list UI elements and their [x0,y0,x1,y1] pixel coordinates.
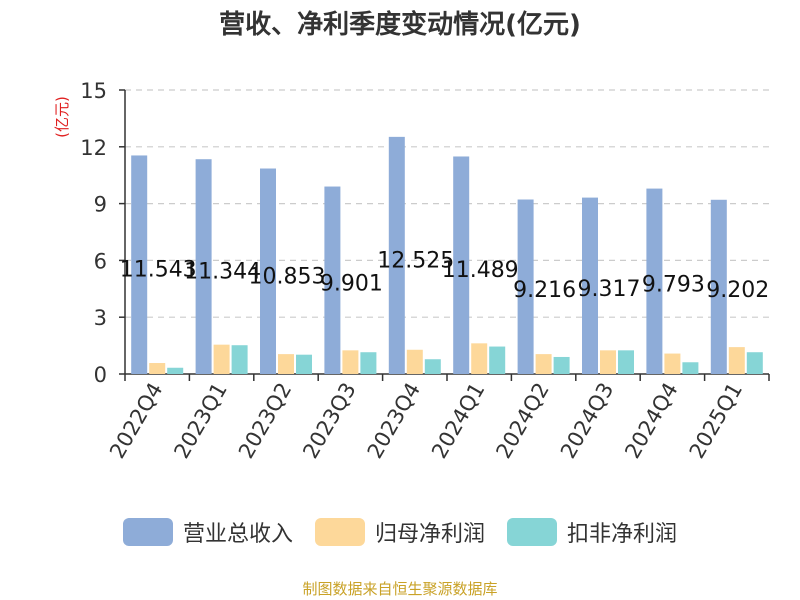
source-note: 制图数据来自恒生聚源数据库 [302,580,498,598]
x-tick-label: 2023Q3 [298,379,360,463]
legend-item-net-profit[interactable]: 归母净利润 [314,516,485,548]
data-label: 11.543 [120,258,197,283]
x-tick-label: 2023Q1 [169,379,231,463]
bar-revenue [582,197,598,374]
bar-net-profit [471,343,488,374]
y-tick-label: 6 [94,249,107,273]
bar-revenue [260,168,276,374]
bar-revenue [195,159,212,374]
legend-item-revenue[interactable]: 营业总收入 [122,516,293,548]
y-tick-label: 9 [94,193,107,217]
x-tick-label: 2024Q2 [491,379,553,463]
x-tick-label: 2024Q4 [620,379,682,463]
legend-label-revenue: 营业总收入 [182,522,293,547]
bar-net-profit [535,354,552,374]
bar-net-profit [342,350,359,374]
data-label: 9.216 [513,278,576,303]
data-label: 11.489 [442,258,519,283]
y-tick-label: 12 [80,136,107,160]
bar-revenue [646,188,663,374]
legend-swatch-revenue [122,518,173,546]
legend-swatch-net-profit [314,518,365,546]
x-tick-label: 2024Q1 [427,379,489,463]
data-label: 10.853 [249,264,326,289]
bar-net-profit [149,363,166,374]
y-axis-label: (亿元) [53,96,71,138]
data-label: 11.344 [184,260,261,285]
bar-deducted-profit [296,354,312,374]
bar-deducted-profit [424,359,441,374]
legend-item-deducted-profit[interactable]: 扣非净利润 [507,516,677,548]
bar-net-profit [278,354,294,374]
bar-net-profit [213,344,230,374]
legend[interactable]: 营业总收入 归母净利润 扣非净利润 [0,516,800,548]
bar-deducted-profit [682,362,699,374]
bar-deducted-profit [167,367,184,374]
legend-label-deducted-profit: 扣非净利润 [567,522,678,547]
bar-net-profit [600,350,616,374]
bar-revenue [453,156,470,374]
bar-revenue [517,199,534,374]
chart-title: 营收、净利季度变动情况(亿元) [219,10,581,40]
bar-deducted-profit [553,356,570,374]
x-tick-label: 2025Q1 [685,379,747,463]
data-label: 9.317 [578,277,641,302]
y-tick-label: 15 [80,79,107,103]
legend-swatch-deducted-profit [507,518,557,546]
bar-revenue [324,186,341,374]
y-tick-label: 3 [94,306,107,330]
bar-deducted-profit [489,346,506,374]
data-label: 9.202 [706,278,769,303]
x-tick-label: 2024Q3 [556,379,618,463]
data-label: 9.901 [320,271,383,296]
data-label: 9.793 [642,272,705,297]
bar-revenue [388,136,405,374]
bar-deducted-profit [746,352,763,374]
bar-revenue [131,155,148,374]
bar-net-profit [664,353,681,374]
y-tick-label: 0 [94,363,107,387]
bar-net-profit [406,349,423,374]
bar-deducted-profit [231,345,248,374]
x-tick-label: 2023Q4 [363,379,425,463]
bar-deducted-profit [618,350,634,374]
x-tick-label: 2023Q2 [234,379,296,463]
bar-deducted-profit [360,352,377,374]
x-tick-label: 2022Q4 [105,379,167,463]
bar-net-profit [728,347,745,374]
legend-label-net-profit: 归母净利润 [374,522,485,547]
data-label: 12.525 [377,248,454,273]
bar-revenue [710,199,727,374]
